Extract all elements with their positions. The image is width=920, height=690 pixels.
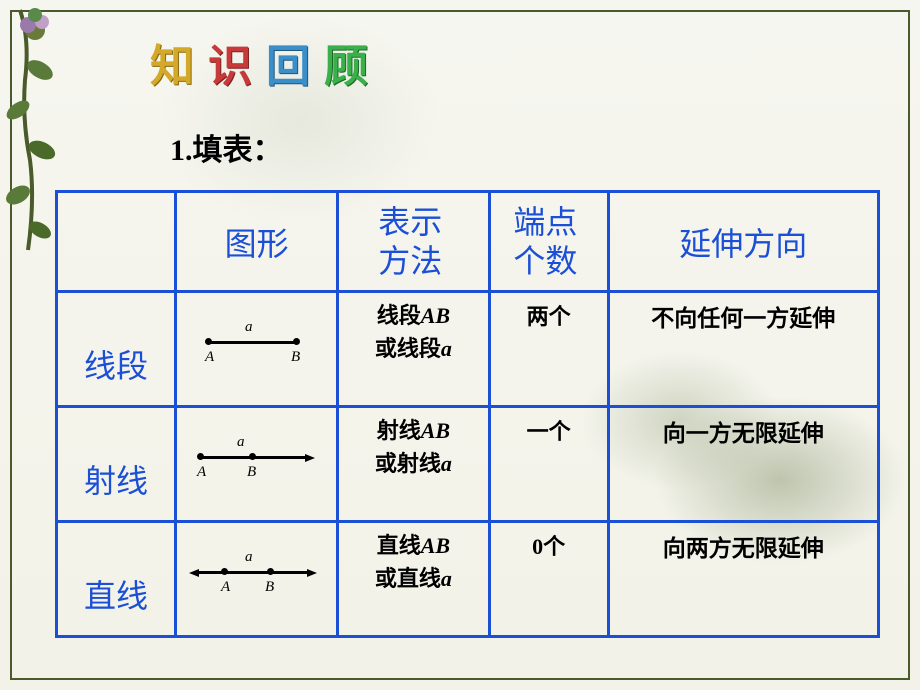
title-char-2: 识 <box>208 42 266 91</box>
cell-direction-line: 向两方无限延伸 <box>608 522 878 637</box>
header-endpoints: 端点个数 <box>489 192 608 292</box>
slide-title: 知识回顾 <box>150 30 382 94</box>
header-direction: 延伸方向 <box>608 192 878 292</box>
table-row: 直线 a A B 直线AB 或直线a 0个 向两方无限延伸 <box>57 522 879 637</box>
point-A <box>205 338 212 345</box>
cell-method-ray: 射线AB 或射线a <box>338 407 489 522</box>
cell-endpoints-ray: 一个 <box>489 407 608 522</box>
header-empty <box>57 192 176 292</box>
line-arrow-right <box>307 569 317 577</box>
row-label-line: 直线 <box>57 522 176 637</box>
cell-method-line: 直线AB 或直线a <box>338 522 489 637</box>
cell-direction-segment: 不向任何一方延伸 <box>608 292 878 407</box>
cell-method-segment: 线段AB 或线段a <box>338 292 489 407</box>
title-char-1: 知 <box>150 42 208 91</box>
title-char-4: 顾 <box>324 42 382 91</box>
cell-direction-ray: 向一方无限延伸 <box>608 407 878 522</box>
figure-segment: a A B <box>175 292 337 407</box>
segment-line <box>207 341 297 344</box>
title-char-3: 回 <box>266 42 324 91</box>
cell-endpoints-segment: 两个 <box>489 292 608 407</box>
header-figure: 图形 <box>175 192 337 292</box>
point-A <box>197 453 204 460</box>
point-B <box>267 568 274 575</box>
subtitle: 1.填表： <box>170 125 283 169</box>
row-label-segment: 线段 <box>57 292 176 407</box>
figure-line: a A B <box>175 522 337 637</box>
row-label-ray: 射线 <box>57 407 176 522</box>
point-A <box>221 568 228 575</box>
header-method: 表示方法 <box>338 192 489 292</box>
point-B <box>293 338 300 345</box>
point-B <box>249 453 256 460</box>
table-row: 射线 a A B 射线AB 或射线a 一个 向一方无限延伸 <box>57 407 879 522</box>
line-line <box>197 571 309 574</box>
table-row: 线段 a A B 线段AB 或线段a 两个 不向任何一方延伸 <box>57 292 879 407</box>
figure-ray: a A B <box>175 407 337 522</box>
main-table: 图形 表示方法 端点个数 延伸方向 线段 a A B 线段AB 或线段a 两个 … <box>55 190 880 638</box>
cell-endpoints-line: 0个 <box>489 522 608 637</box>
line-arrow-left <box>189 569 199 577</box>
ray-arrow <box>305 454 315 462</box>
